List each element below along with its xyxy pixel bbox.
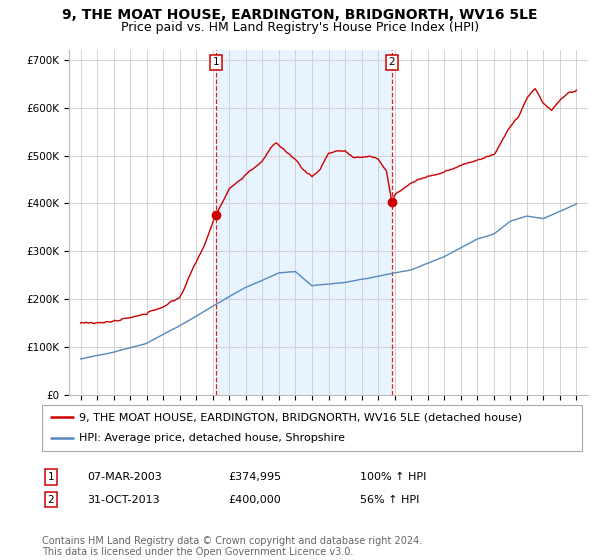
Text: 56% ↑ HPI: 56% ↑ HPI xyxy=(360,494,419,505)
Text: £374,995: £374,995 xyxy=(228,472,281,482)
Text: Price paid vs. HM Land Registry's House Price Index (HPI): Price paid vs. HM Land Registry's House … xyxy=(121,21,479,34)
Text: 1: 1 xyxy=(47,472,55,482)
Text: 07-MAR-2003: 07-MAR-2003 xyxy=(87,472,162,482)
Text: HPI: Average price, detached house, Shropshire: HPI: Average price, detached house, Shro… xyxy=(79,433,345,444)
FancyBboxPatch shape xyxy=(42,405,582,451)
Text: 2: 2 xyxy=(47,494,55,505)
Text: 100% ↑ HPI: 100% ↑ HPI xyxy=(360,472,427,482)
Text: 31-OCT-2013: 31-OCT-2013 xyxy=(87,494,160,505)
Text: 2: 2 xyxy=(388,57,395,67)
Text: £400,000: £400,000 xyxy=(228,494,281,505)
Text: Contains HM Land Registry data © Crown copyright and database right 2024.
This d: Contains HM Land Registry data © Crown c… xyxy=(42,535,422,557)
Bar xyxy=(216,50,392,395)
Text: 9, THE MOAT HOUSE, EARDINGTON, BRIDGNORTH, WV16 5LE (detached house): 9, THE MOAT HOUSE, EARDINGTON, BRIDGNORT… xyxy=(79,412,522,422)
Text: 9, THE MOAT HOUSE, EARDINGTON, BRIDGNORTH, WV16 5LE: 9, THE MOAT HOUSE, EARDINGTON, BRIDGNORT… xyxy=(62,8,538,22)
Text: 1: 1 xyxy=(212,57,219,67)
